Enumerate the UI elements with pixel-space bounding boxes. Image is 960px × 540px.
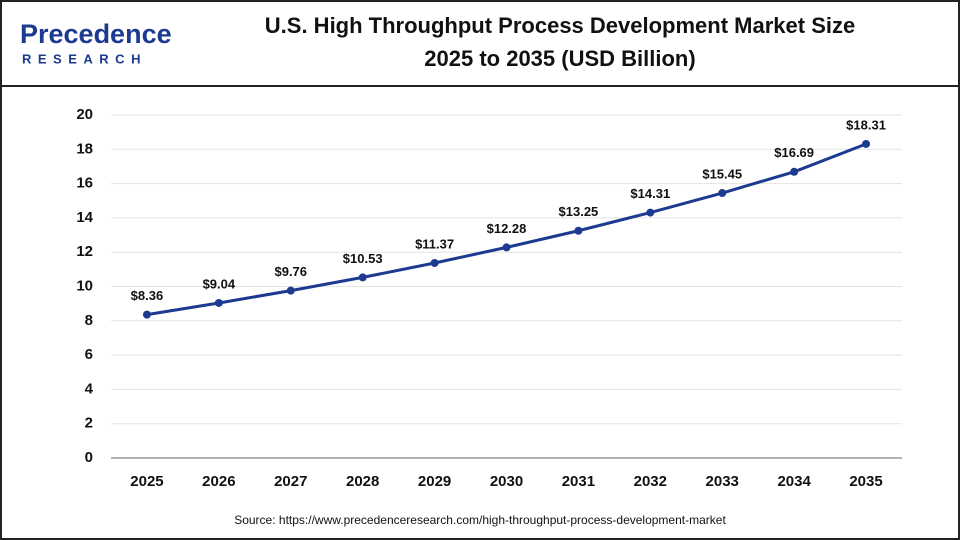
point xyxy=(862,139,871,148)
x-tick-label: 2030 xyxy=(490,473,523,490)
point xyxy=(646,208,655,217)
x-tick-label: 2025 xyxy=(130,473,163,490)
data-label: $11.37 xyxy=(415,236,454,251)
x-tick-label: 2032 xyxy=(634,473,667,490)
point xyxy=(358,273,367,282)
x-tick-label: 2035 xyxy=(849,473,882,490)
x-tick-label: 2029 xyxy=(418,473,451,490)
point xyxy=(718,189,727,198)
y-tick-label: 0 xyxy=(85,449,93,466)
chart-subtitle: 2025 to 2035 (USD Billion) xyxy=(424,46,695,71)
y-tick-label: 18 xyxy=(76,140,93,157)
chart-title: U.S. High Throughput Process Development… xyxy=(265,13,855,38)
point xyxy=(286,286,295,295)
x-tick-label: 2033 xyxy=(706,473,739,490)
point xyxy=(214,298,223,307)
point xyxy=(142,310,151,319)
y-tick-label: 4 xyxy=(85,380,94,397)
data-label: $8.36 xyxy=(131,288,164,303)
data-label: $16.69 xyxy=(774,145,814,160)
x-tick-label: 2028 xyxy=(346,473,379,490)
x-tick-label: 2026 xyxy=(202,473,235,490)
y-tick-label: 6 xyxy=(85,346,93,363)
point xyxy=(430,259,439,268)
logo-sub: RESEARCH xyxy=(22,51,147,66)
y-tick-label: 16 xyxy=(76,175,93,192)
y-tick-label: 14 xyxy=(76,209,93,226)
data-label: $9.76 xyxy=(274,264,307,279)
y-tick-label: 10 xyxy=(76,277,93,294)
y-tick-label: 2 xyxy=(85,415,93,432)
x-tick-label: 2034 xyxy=(777,473,811,490)
x-tick-label: 2027 xyxy=(274,473,307,490)
point xyxy=(502,243,511,252)
data-label: $12.28 xyxy=(487,221,527,236)
x-tick-label: 2031 xyxy=(562,473,595,490)
y-tick-label: 8 xyxy=(85,312,93,329)
logo-name: Precedence xyxy=(20,19,172,49)
data-label: $13.25 xyxy=(559,204,599,219)
y-tick-label: 12 xyxy=(76,243,93,260)
data-label: $9.04 xyxy=(203,276,236,291)
data-label: $10.53 xyxy=(343,251,383,266)
source: Source: https://www.precedenceresearch.c… xyxy=(234,513,726,527)
y-tick-label: 20 xyxy=(76,106,93,123)
data-label: $15.45 xyxy=(702,166,742,181)
point xyxy=(574,226,583,235)
data-label: $14.31 xyxy=(630,186,670,201)
data-label: $18.31 xyxy=(846,117,886,132)
point xyxy=(790,167,799,176)
